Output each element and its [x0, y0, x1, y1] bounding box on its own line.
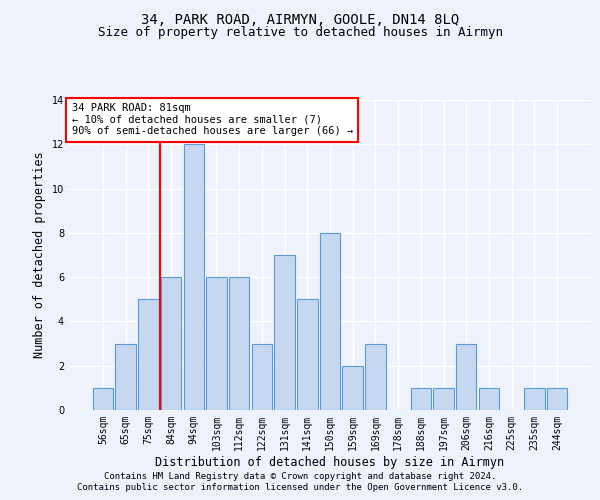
- Bar: [115, 344, 136, 410]
- Text: Contains public sector information licensed under the Open Government Licence v3: Contains public sector information licen…: [77, 484, 523, 492]
- Bar: [138, 300, 158, 410]
- Text: Size of property relative to detached houses in Airmyn: Size of property relative to detached ho…: [97, 26, 503, 39]
- Text: 34 PARK ROAD: 81sqm
← 10% of detached houses are smaller (7)
90% of semi-detache: 34 PARK ROAD: 81sqm ← 10% of detached ho…: [71, 103, 353, 136]
- Bar: [479, 388, 499, 410]
- Bar: [433, 388, 454, 410]
- Bar: [547, 388, 567, 410]
- Bar: [251, 344, 272, 410]
- Bar: [524, 388, 545, 410]
- Bar: [184, 144, 204, 410]
- Bar: [161, 277, 181, 410]
- Y-axis label: Number of detached properties: Number of detached properties: [33, 152, 46, 358]
- X-axis label: Distribution of detached houses by size in Airmyn: Distribution of detached houses by size …: [155, 456, 505, 468]
- Bar: [297, 300, 317, 410]
- Bar: [365, 344, 386, 410]
- Text: 34, PARK ROAD, AIRMYN, GOOLE, DN14 8LQ: 34, PARK ROAD, AIRMYN, GOOLE, DN14 8LQ: [141, 12, 459, 26]
- Bar: [206, 277, 227, 410]
- Bar: [320, 233, 340, 410]
- Bar: [229, 277, 250, 410]
- Text: Contains HM Land Registry data © Crown copyright and database right 2024.: Contains HM Land Registry data © Crown c…: [104, 472, 496, 481]
- Bar: [93, 388, 113, 410]
- Bar: [410, 388, 431, 410]
- Bar: [274, 255, 295, 410]
- Bar: [456, 344, 476, 410]
- Bar: [343, 366, 363, 410]
